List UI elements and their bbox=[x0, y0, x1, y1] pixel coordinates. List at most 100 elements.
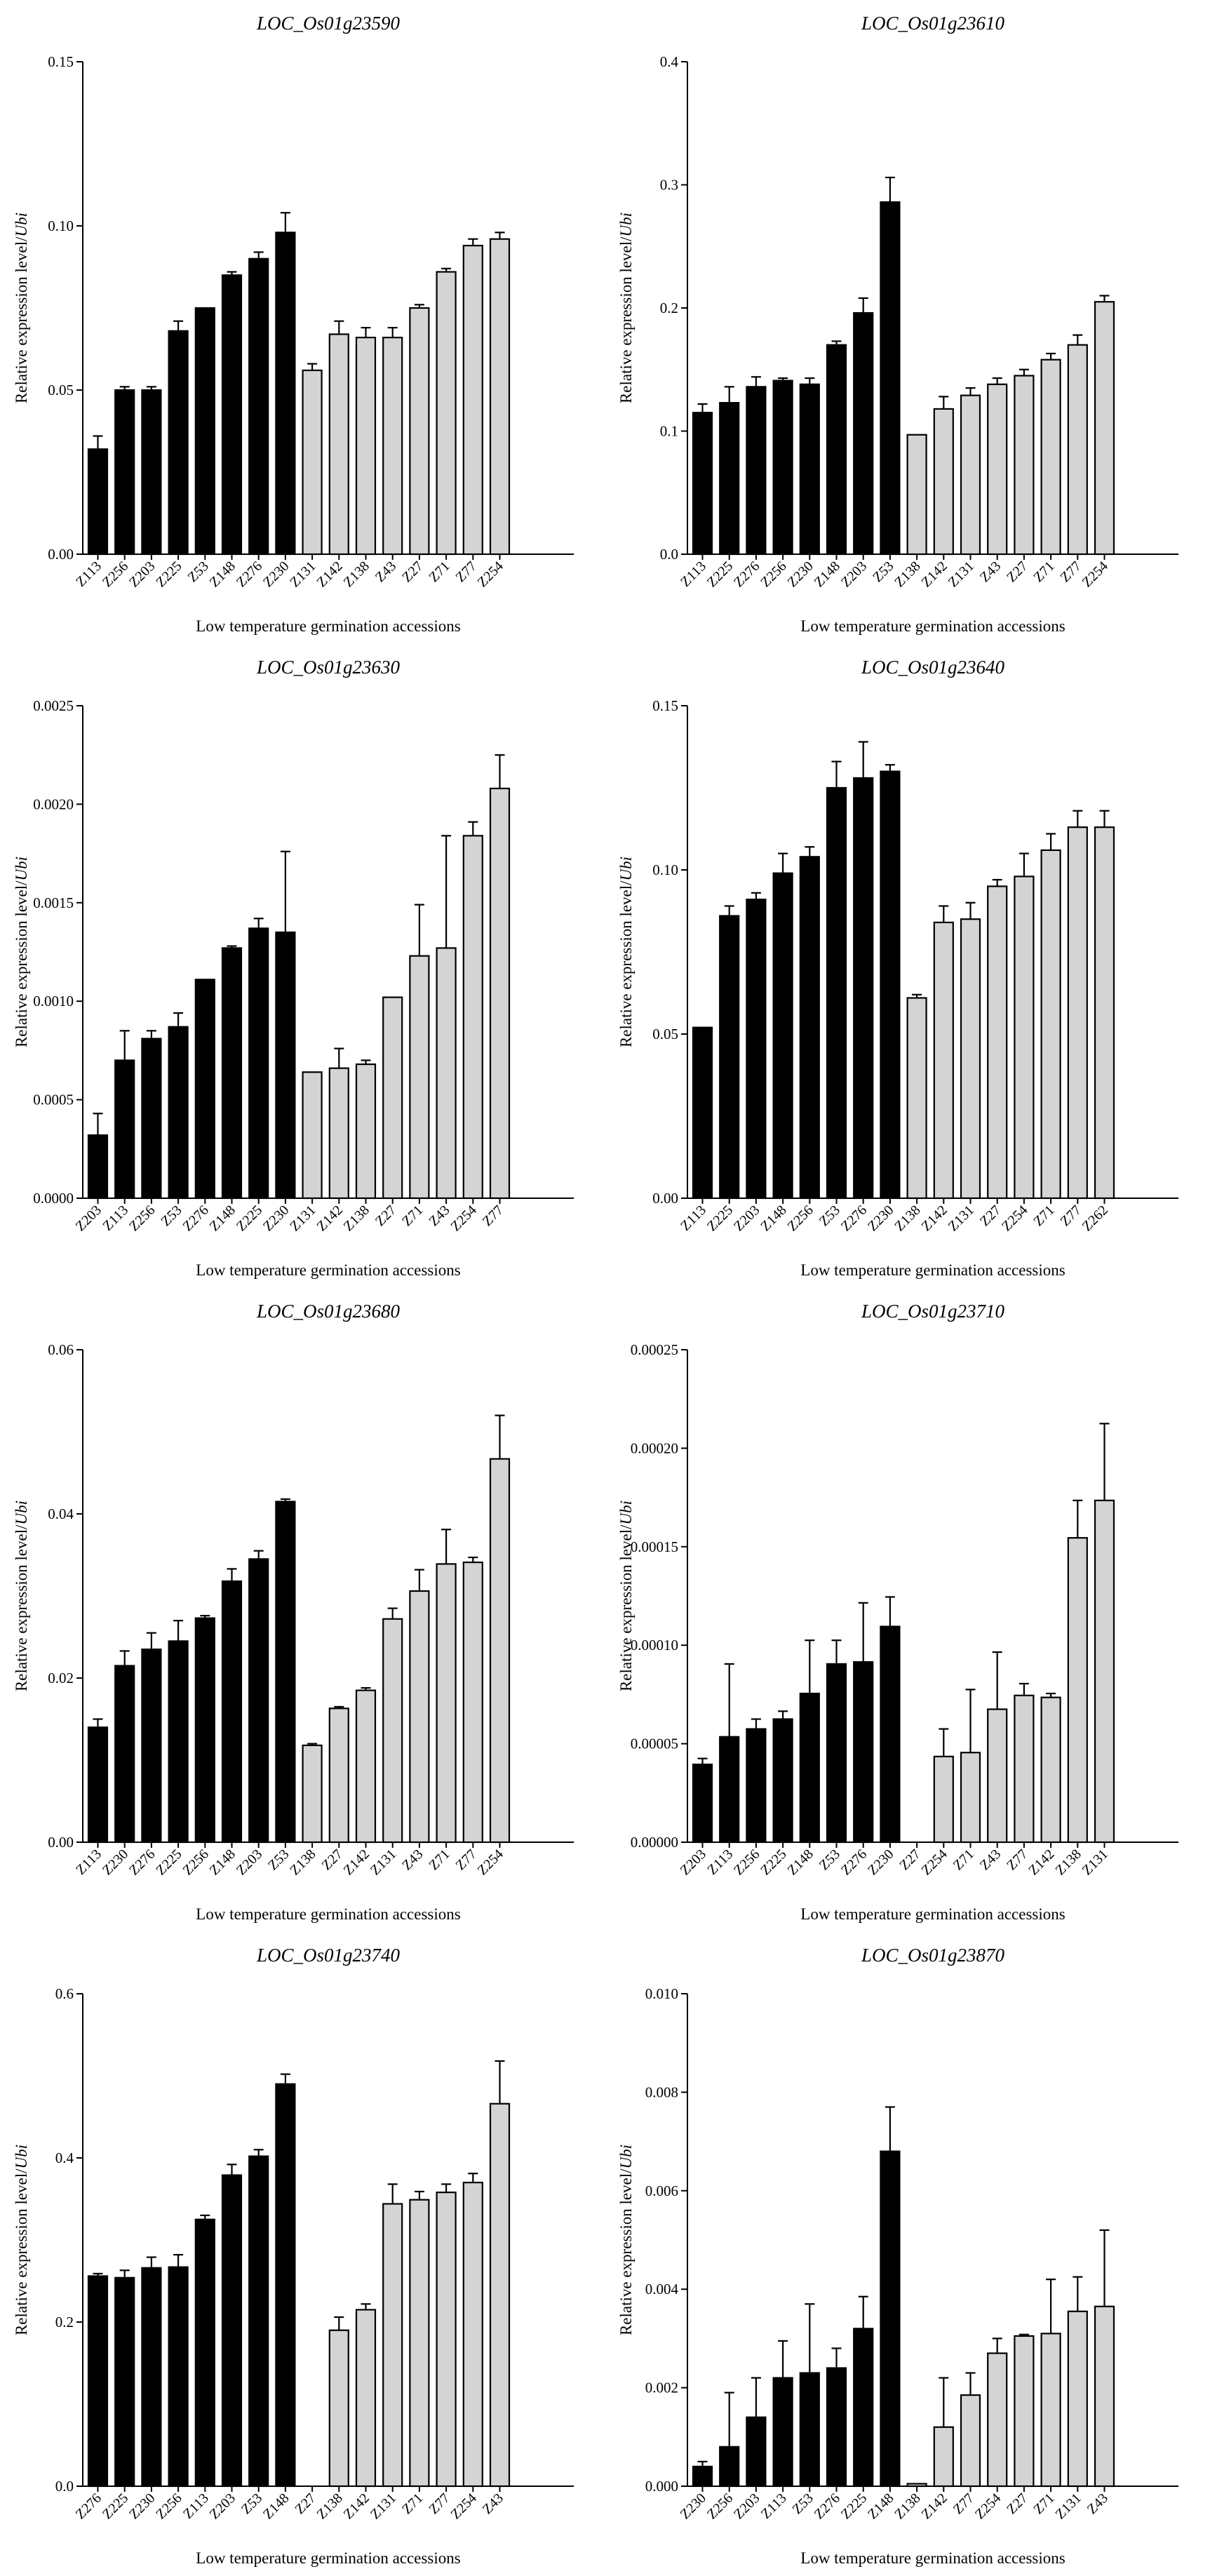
x-tick-label: Z43 bbox=[372, 558, 399, 585]
y-axis-label: Relative expression level/Ubi bbox=[617, 213, 635, 403]
y-tick-label: 0.15 bbox=[48, 53, 74, 70]
error-bar-Z203 bbox=[751, 2377, 761, 2417]
bar-Z77 bbox=[489, 787, 511, 1200]
x-axis-label: Low temperature germination accessions bbox=[800, 1905, 1065, 1923]
error-bar-Z148 bbox=[227, 1568, 237, 1581]
x-tick-label: Z138 bbox=[1052, 1846, 1084, 1878]
x-tick-label: Z203 bbox=[234, 1846, 265, 1878]
error-bar-Z230 bbox=[885, 1596, 895, 1627]
x-tick-label: Z148 bbox=[207, 1202, 238, 1234]
error-bar-Z254 bbox=[992, 2337, 1002, 2354]
error-bar-Z131 bbox=[965, 387, 976, 396]
bar-Z138 bbox=[355, 1063, 377, 1200]
x-tick-label: Z254 bbox=[448, 2490, 479, 2522]
x-tick-label: Z131 bbox=[368, 2490, 399, 2522]
x-tick-label: Z142 bbox=[314, 1202, 345, 1234]
error-bar-Z77 bbox=[495, 754, 505, 789]
error-bar-Z71 bbox=[441, 267, 452, 272]
bar-Z254 bbox=[462, 835, 483, 1200]
bar-Z256 bbox=[719, 2446, 740, 2488]
x-axis-label: Low temperature germination accessions bbox=[800, 2549, 1065, 2567]
error-bar-Z276 bbox=[858, 741, 868, 778]
x-tick-label: Z203 bbox=[731, 2490, 762, 2522]
bar-Z113 bbox=[692, 412, 713, 556]
error-bar-Z203 bbox=[751, 892, 761, 900]
bar-Z230 bbox=[275, 232, 296, 556]
bar-Z254 bbox=[1014, 876, 1035, 1200]
bar-Z131 bbox=[382, 2203, 403, 2488]
x-tick-label: Z131 bbox=[946, 1202, 977, 1234]
x-tick-label: Z43 bbox=[480, 2490, 506, 2517]
bar-Z225 bbox=[853, 2328, 874, 2488]
error-bar-Z276 bbox=[751, 376, 761, 387]
y-tick-label: 0.05 bbox=[48, 382, 74, 398]
y-axis-label: Relative expression level/Ubi bbox=[617, 2145, 635, 2335]
y-tick-label: 0.00015 bbox=[631, 1538, 678, 1555]
bar-Z43 bbox=[1094, 2305, 1115, 2488]
bar-Z113 bbox=[87, 448, 109, 556]
y-tick-label: 0.00000 bbox=[631, 1834, 678, 1851]
error-bar-Z276 bbox=[831, 2347, 842, 2368]
x-tick-label: Z43 bbox=[977, 558, 1004, 585]
x-axis-label: Low temperature germination accessions bbox=[196, 2549, 460, 2567]
bar-Z276 bbox=[826, 2367, 847, 2488]
bar-Z148 bbox=[880, 2150, 901, 2488]
error-bar-Z77 bbox=[468, 1556, 478, 1563]
error-bar-Z71 bbox=[1046, 352, 1056, 360]
x-tick-label: Z225 bbox=[100, 2490, 131, 2522]
x-tick-label: Z131 bbox=[946, 558, 977, 590]
x-tick-label: Z148 bbox=[260, 2490, 292, 2522]
x-tick-label: Z256 bbox=[180, 1846, 211, 1878]
bar-Z256 bbox=[141, 1038, 162, 1200]
x-axis-label: Low temperature germination accessions bbox=[800, 1261, 1065, 1279]
y-axis-label: Relative expression level/Ubi bbox=[13, 2145, 30, 2335]
y-tick-label: 0.0000 bbox=[33, 1190, 74, 1207]
x-tick-label: Z276 bbox=[812, 2490, 843, 2522]
error-bar-Z262 bbox=[1099, 810, 1110, 828]
error-bar-Z131 bbox=[1099, 1423, 1110, 1501]
bar-Z71 bbox=[1040, 2333, 1061, 2488]
bar-Z131 bbox=[302, 1071, 323, 1200]
x-tick-label: Z256 bbox=[731, 1846, 762, 1878]
bar-Z43 bbox=[409, 1590, 430, 1844]
x-tick-label: Z113 bbox=[73, 558, 105, 590]
bar-chart-6: LOC_Os01g23710 0.00000 0.00005 0.00010 0.000… bbox=[605, 1288, 1209, 1932]
error-bar-Z276 bbox=[253, 251, 264, 259]
x-tick-label: Z254 bbox=[972, 2490, 1004, 2522]
error-bar-Z254 bbox=[495, 1414, 505, 1459]
error-bar-Z142 bbox=[939, 2377, 949, 2427]
bar-Z276 bbox=[87, 2275, 109, 2488]
x-tick-label: Z254 bbox=[475, 1846, 506, 1878]
bar-Z230 bbox=[114, 1665, 135, 1844]
x-tick-label: Z230 bbox=[678, 2490, 709, 2522]
x-tick-label: Z131 bbox=[287, 1202, 318, 1234]
error-bar-Z225 bbox=[858, 2295, 868, 2329]
chart-svg: LOC_Os01g23710 0.00000 0.00005 0.00010 0.000… bbox=[617, 1301, 1178, 1923]
error-bar-Z254 bbox=[1099, 295, 1110, 302]
chart-title: LOC_Os01g23740 bbox=[256, 1945, 401, 1966]
bar-Z77 bbox=[960, 2394, 981, 2488]
bar-Z148 bbox=[799, 1692, 820, 1844]
error-bar-Z71 bbox=[1046, 833, 1056, 850]
x-tick-label: Z254 bbox=[1080, 558, 1111, 590]
y-tick-label: 0.00020 bbox=[631, 1440, 678, 1456]
bar-Z138 bbox=[906, 434, 927, 556]
x-tick-label: Z113 bbox=[180, 2490, 212, 2522]
error-bar-Z138 bbox=[361, 1059, 371, 1065]
bar-Z43 bbox=[489, 2102, 511, 2488]
y-tick-label: 0.004 bbox=[645, 2281, 679, 2297]
error-bar-Z203 bbox=[227, 2164, 237, 2175]
x-tick-label: Z138 bbox=[287, 1846, 318, 1878]
bar-chart-7: LOC_Os01g23740 0.0 0.2 0.4 0.6 Relative expre… bbox=[0, 1932, 605, 2576]
x-axis-label: Low temperature germination accessions bbox=[196, 1261, 460, 1279]
bar-Z225 bbox=[719, 915, 740, 1200]
x-tick-label: Z276 bbox=[731, 558, 762, 590]
x-tick-label: Z142 bbox=[918, 2490, 950, 2522]
x-tick-label: Z230 bbox=[126, 2490, 158, 2522]
error-bar-Z138 bbox=[307, 1743, 318, 1745]
x-tick-label: Z43 bbox=[1084, 2490, 1111, 2517]
x-tick-label: Z27 bbox=[399, 558, 426, 585]
x-axis-label: Low temperature germination accessions bbox=[196, 617, 460, 635]
bar-Z138 bbox=[302, 1744, 323, 1844]
x-tick-label: Z131 bbox=[1080, 1846, 1111, 1878]
